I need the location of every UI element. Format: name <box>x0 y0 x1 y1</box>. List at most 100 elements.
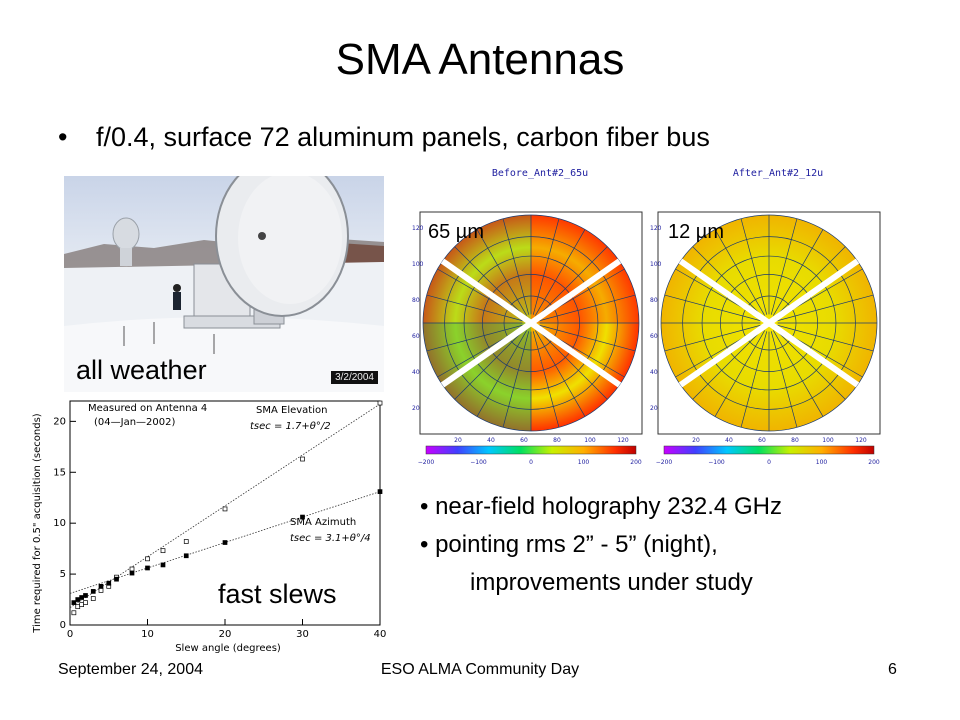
spoke-line <box>773 330 824 417</box>
elevation-point <box>300 456 305 462</box>
holography-x-ticks: 20 20 40 40 60 60 80 80 100 100 120 120 <box>454 437 867 444</box>
colorbar-tick-label: 0 <box>767 459 771 466</box>
y-tick-label: 80 <box>650 297 658 304</box>
azimuth-point <box>222 540 228 545</box>
fast-slews-caption: fast slews <box>218 579 337 609</box>
before-map-title: Before_Ant#2_65u <box>492 168 588 179</box>
spoke-line <box>539 324 636 352</box>
y-tick-label: 60 <box>412 333 420 340</box>
x-tick-label: 30 <box>296 629 309 640</box>
y-tick-label: 40 <box>650 369 658 376</box>
colorbar-tick-label: 100 <box>578 459 590 466</box>
x-tick-label: 100 <box>822 437 834 444</box>
azimuth-point <box>106 580 112 586</box>
main-bullet: • f/0.4, surface 72 aluminum panels, carb… <box>58 117 710 157</box>
y-tick-label: 10 <box>53 518 66 529</box>
colorbar-tick-label: 200 <box>630 459 642 466</box>
spoke-line <box>664 294 761 322</box>
elevation-point <box>71 610 77 616</box>
spoke-line <box>774 328 846 400</box>
y-tick-label: 120 <box>650 225 662 232</box>
spoke-line <box>532 218 560 315</box>
x-tick-label: 40 <box>374 629 387 640</box>
elevation-label: SMA Elevation <box>256 405 327 416</box>
slew-plot-axes: 0 10 20 30 40 0 5 10 15 20 <box>53 400 387 640</box>
x-tick-label: 0 <box>67 629 73 640</box>
note-improvements: improvements under study <box>470 569 753 596</box>
spoke-line <box>774 246 846 318</box>
holography-notes: • near-field holography 232.4 GHz • poin… <box>420 488 782 602</box>
colorbar-tick-label: 0 <box>529 459 533 466</box>
spoke-line <box>664 324 761 352</box>
azimuth-point <box>90 589 96 594</box>
x-tick-label: 80 <box>553 437 561 444</box>
spoke-line <box>714 330 765 417</box>
elevation-point <box>160 548 166 554</box>
after-map-title: After_Ant#2_12u <box>733 168 823 179</box>
note-pointing: • pointing rms 2” - 5” (night), <box>420 531 718 558</box>
azimuth-point <box>145 565 150 571</box>
slew-legend-date: (04—Jan—2002) <box>94 417 175 428</box>
y-tick-label: 120 <box>412 225 424 232</box>
x-tick-label: 60 <box>758 437 766 444</box>
spoke-line <box>502 218 530 315</box>
azimuth-point <box>83 593 88 598</box>
x-tick-label: 20 <box>692 437 700 444</box>
spoke-line <box>773 229 824 316</box>
spoke-line <box>770 218 798 315</box>
spoke-line <box>532 331 560 428</box>
elevation-point <box>377 400 383 406</box>
x-tick-label: 10 <box>141 629 154 640</box>
elevation-formula: tsec = 1.7+θ°/2 <box>250 421 331 432</box>
quadrupod-shadow <box>440 258 622 388</box>
before-colorbar <box>425 445 637 455</box>
azimuth-point <box>160 562 166 568</box>
spoke-line <box>426 324 523 352</box>
footer-date: September 24, 2004 <box>58 661 203 678</box>
y-tick-label: 20 <box>412 405 420 412</box>
spoke-line <box>502 331 530 428</box>
colorbar-tick-label: −100 <box>708 459 725 466</box>
spoke-line <box>535 330 586 417</box>
y-tick-label: 20 <box>650 405 658 412</box>
slide-title: SMA Antennas <box>335 35 625 84</box>
elevation-point <box>145 556 150 562</box>
elevation-point <box>75 604 81 610</box>
azimuth-point <box>300 514 305 520</box>
azimuth-point <box>114 576 119 582</box>
spoke-line <box>740 331 768 428</box>
azimuth-point <box>377 489 383 494</box>
footer-event: ESO ALMA Community Day <box>380 661 580 678</box>
y-tick-label: 5 <box>60 569 66 580</box>
azimuth-point <box>79 595 84 600</box>
elevation-point <box>83 600 88 605</box>
quadrupod-shadow <box>678 258 860 388</box>
colorbar-ticks: −200 −200 −100 −100 0 0 100 100 200 200 <box>418 459 880 466</box>
x-tick-label: 120 <box>617 437 629 444</box>
x-tick-label: 40 <box>487 437 495 444</box>
spoke-line <box>740 218 768 315</box>
x-tick-label: 60 <box>520 437 528 444</box>
x-tick-label: 20 <box>219 629 232 640</box>
holography-maps: Before_Ant#2_65u After_Ant#2_12u 120 120 1… <box>412 168 881 466</box>
azimuth-point <box>98 583 104 589</box>
colorbar-tick-label: 200 <box>868 459 880 466</box>
slew-ylabel: Time required for 0.5" acquisition (seco… <box>32 413 43 634</box>
azimuth-point <box>129 570 135 576</box>
slew-legend-title: Measured on Antenna 4 <box>88 403 207 414</box>
note-holography: • near-field holography 232.4 GHz <box>420 493 782 520</box>
colorbar-tick-label: −100 <box>470 459 487 466</box>
colorbar-tick-label: 100 <box>816 459 828 466</box>
all-weather-caption: all weather <box>76 355 207 385</box>
azimuth-formula: tsec = 3.1+θ°/4 <box>290 533 371 544</box>
azimuth-point <box>75 597 81 602</box>
spoke-line <box>714 229 765 316</box>
y-tick-label: 80 <box>412 297 420 304</box>
spoke-line <box>454 246 526 318</box>
spoke-line <box>692 246 764 318</box>
y-tick-label: 100 <box>412 261 424 268</box>
spoke-line <box>692 328 764 400</box>
spoke-line <box>476 330 527 417</box>
spoke-line <box>777 324 874 352</box>
x-tick-label: 100 <box>584 437 596 444</box>
